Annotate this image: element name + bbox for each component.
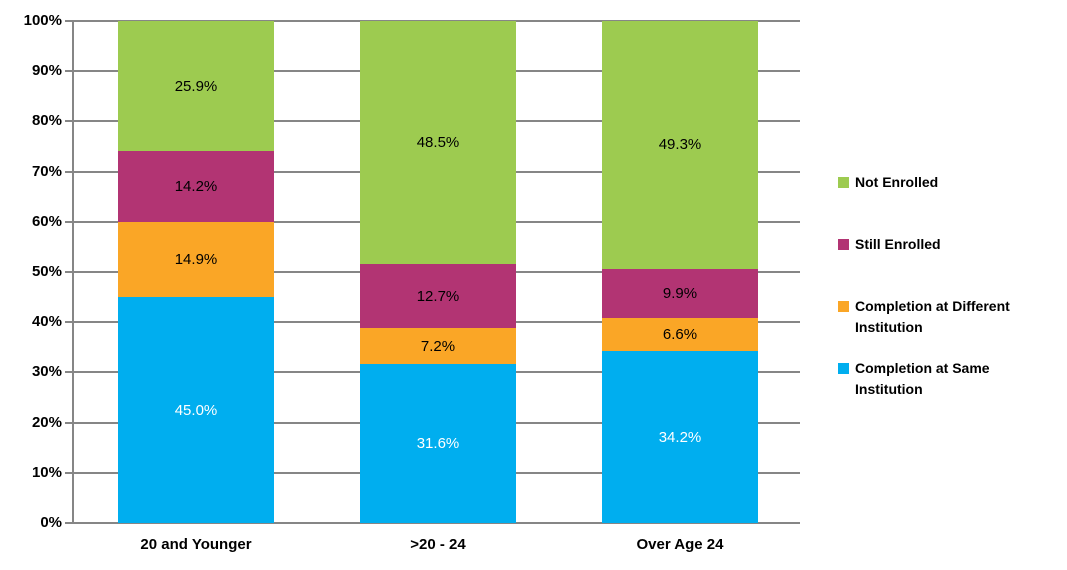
bar-segment: 31.6%: [360, 364, 516, 523]
legend-swatch: [838, 363, 849, 374]
legend-label: Still Enrolled: [855, 236, 941, 252]
data-label: 14.2%: [174, 178, 218, 196]
y-tick-label: 80%: [31, 112, 62, 130]
legend-item: Still Enrolled: [838, 234, 1053, 255]
plot-area: 45.0% 14.9% 14.2% 25.9% 31.6% 7.2% 12.7% 48.5% 3…: [65, 20, 800, 524]
legend-item: Completion at Different Institution: [838, 296, 1053, 338]
data-label: 45.0%: [174, 401, 218, 419]
bar-segment: 14.9%: [118, 222, 274, 298]
data-label: 14.9%: [174, 251, 218, 269]
y-tick-label: 60%: [31, 212, 62, 230]
y-axis-line: [72, 20, 74, 524]
bar-column: 45.0% 14.9% 14.2% 25.9%: [118, 21, 274, 523]
bar-segment: 7.2%: [360, 328, 516, 365]
bar-segment: 49.3%: [602, 21, 758, 269]
legend-swatch: [838, 177, 849, 188]
gridline: [65, 20, 800, 22]
legend-item: Completion at Same Institution: [838, 358, 1053, 400]
bar-segment: 34.2%: [602, 351, 758, 523]
y-tick-label: 70%: [31, 162, 62, 180]
bar-segment: 12.7%: [360, 264, 516, 329]
y-tick-label: 0%: [40, 514, 62, 531]
gridline: [65, 522, 800, 524]
legend-label: Completion at Different Institution: [855, 298, 1010, 335]
legend: Not Enrolled Still Enrolled Completion at …: [838, 0, 1053, 570]
bar-segment: 6.6%: [602, 318, 758, 352]
y-tick-label: 100%: [23, 12, 62, 29]
y-tick-label: 20%: [31, 413, 62, 431]
bar-segment: 48.5%: [360, 21, 516, 265]
data-label: 7.2%: [420, 337, 456, 355]
data-label: 12.7%: [416, 287, 460, 305]
x-tick-label: >20 - 24: [410, 536, 466, 553]
y-tick-label: 10%: [31, 463, 62, 481]
legend-swatch: [838, 239, 849, 250]
legend-item: Not Enrolled: [838, 172, 1053, 193]
x-tick-label: Over Age 24: [636, 536, 724, 553]
data-label: 9.9%: [662, 284, 698, 302]
bar-segment: 14.2%: [118, 151, 274, 223]
bar-column: 31.6% 7.2% 12.7% 48.5%: [360, 21, 516, 523]
bar-segment: 9.9%: [602, 268, 758, 319]
x-tick-label: 20 and Younger: [140, 536, 252, 553]
y-tick-label: 40%: [31, 313, 62, 331]
data-label: 48.5%: [416, 134, 460, 152]
data-label: 25.9%: [174, 77, 218, 95]
bar-segment: 45.0%: [118, 297, 274, 523]
y-tick-label: 90%: [31, 62, 62, 80]
y-tick-label: 50%: [31, 263, 62, 280]
bar-column: 34.2% 6.6% 9.9% 49.3%: [602, 21, 758, 523]
data-label: 6.6%: [662, 326, 698, 344]
data-label: 34.2%: [658, 428, 702, 446]
legend-label: Not Enrolled: [855, 174, 939, 190]
bar-segment: 25.9%: [118, 21, 274, 152]
data-label: 49.3%: [658, 136, 702, 154]
data-label: 31.6%: [416, 435, 460, 453]
legend-swatch: [838, 301, 849, 312]
legend-label: Completion at Same Institution: [855, 360, 990, 397]
y-tick-label: 30%: [31, 363, 62, 381]
